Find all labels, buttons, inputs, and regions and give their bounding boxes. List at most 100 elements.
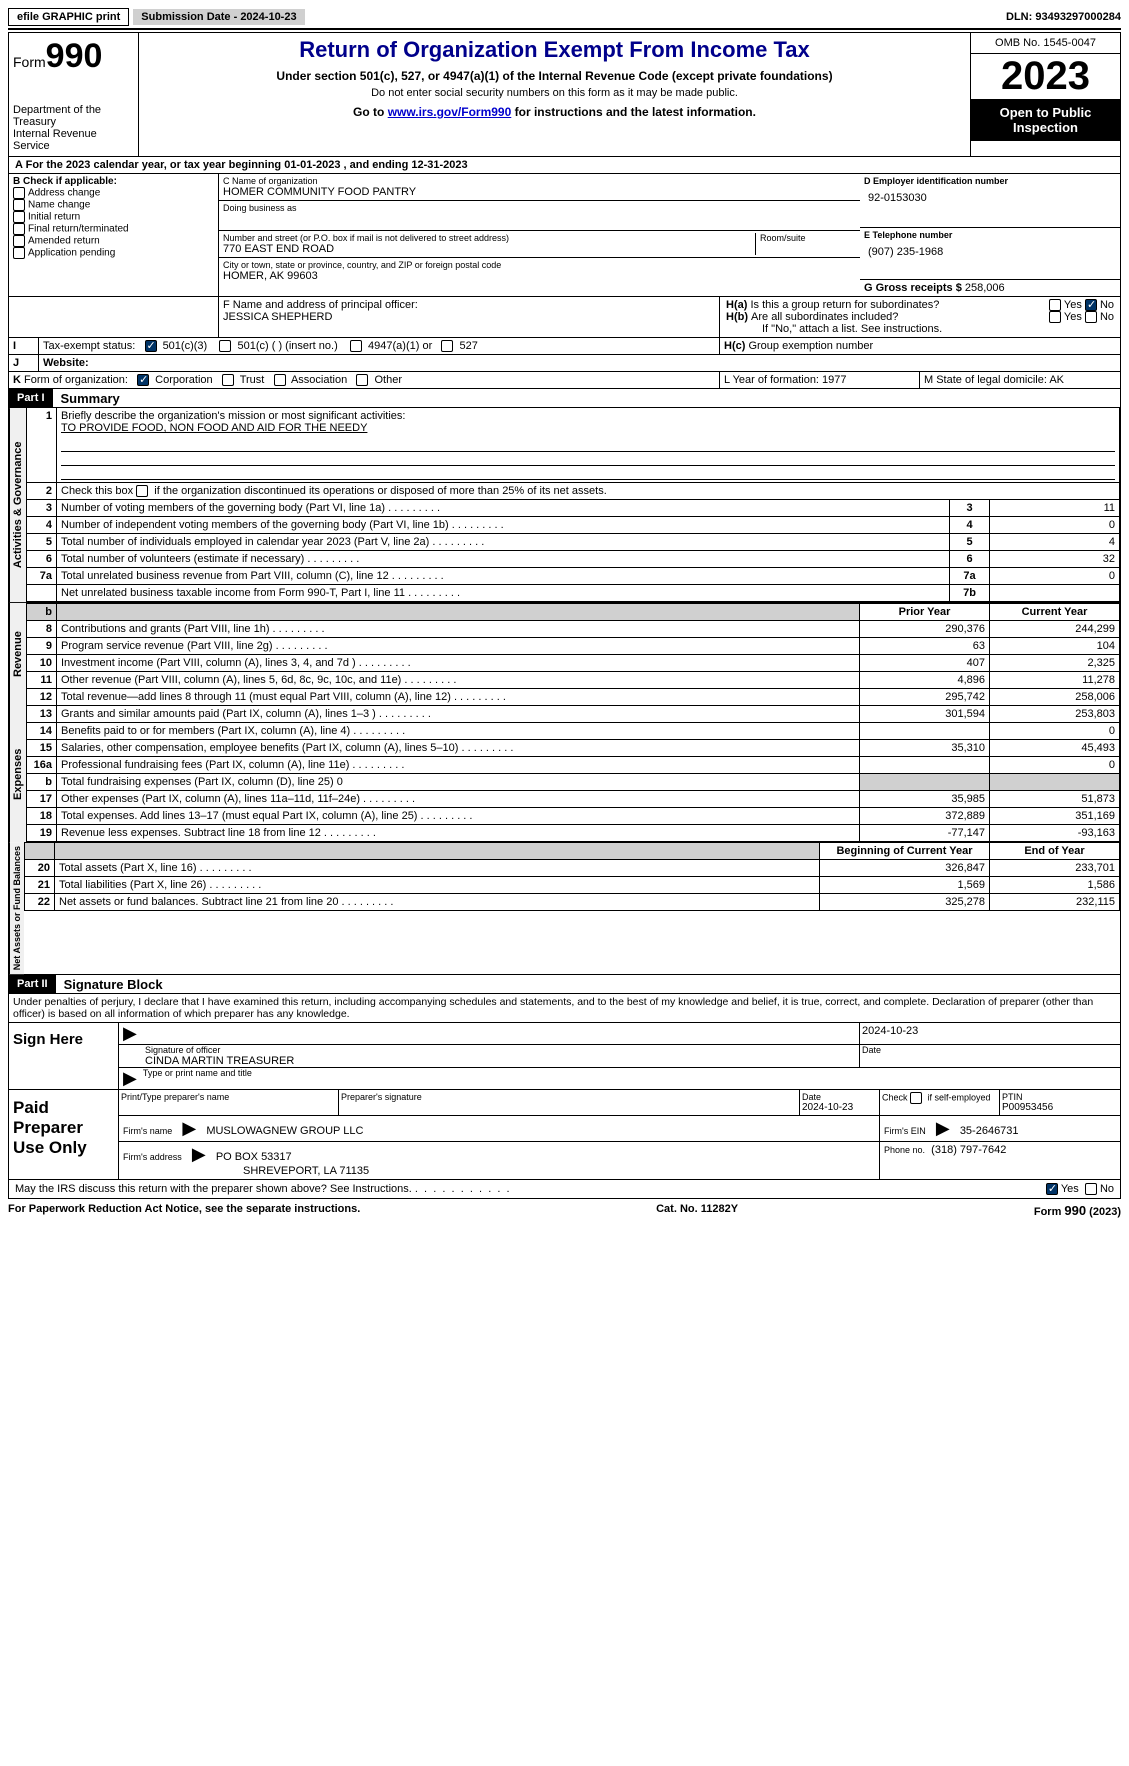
footer-left: For Paperwork Reduction Act Notice, see … <box>8 1203 360 1218</box>
irs-link[interactable]: www.irs.gov/Form990 <box>388 105 512 119</box>
ha-yes[interactable] <box>1049 299 1061 311</box>
hb-note: If "No," attach a list. See instructions… <box>726 323 1114 335</box>
open-to-public: Open to Public Inspection <box>971 99 1120 141</box>
city-state-zip: HOMER, AK 99603 <box>223 270 856 282</box>
check-527[interactable] <box>441 340 453 352</box>
form-subtitle-2: Do not enter social security numbers on … <box>147 87 962 99</box>
firm-phone-label: Phone no. <box>884 1145 925 1155</box>
section-nab: Net Assets or Fund Balances <box>9 842 24 974</box>
hb-no[interactable] <box>1085 311 1097 323</box>
footer-right: Form 990 (2023) <box>1034 1203 1121 1218</box>
tax-exempt-label: Tax-exempt status: <box>43 340 135 352</box>
firm-phone: (318) 797-7642 <box>931 1144 1006 1156</box>
arrow-icon-2: ▶ <box>119 1068 141 1089</box>
sign-here-block: Sign Here ▶ 2024-10-23 Signature of offi… <box>8 1023 1121 1090</box>
i-row: I Tax-exempt status: 501(c)(3) 501(c) ( … <box>8 338 1121 355</box>
box-de: D Employer identification number 92-0153… <box>860 174 1120 296</box>
rev-block: Revenue b Prior Year Current Year 8Contr… <box>8 603 1121 706</box>
j-row: J Website: <box>8 355 1121 372</box>
dept-treasury: Department of the Treasury <box>13 104 134 128</box>
arrow-icon-4: ▶ <box>932 1118 954 1138</box>
firm-name: MUSLOWAGNEW GROUP LLC <box>206 1125 363 1137</box>
firm-addr-label: Firm's address <box>123 1152 182 1162</box>
omb-number: OMB No. 1545-0047 <box>971 33 1120 54</box>
state-domicile: M State of legal domicile: AK <box>920 372 1120 388</box>
check-initial-return[interactable]: Initial return <box>13 211 214 223</box>
check-final-return[interactable]: Final return/terminated <box>13 223 214 235</box>
form-org-label: Form of organization: <box>24 374 128 386</box>
city-label: City or town, state or province, country… <box>223 260 856 270</box>
firm-name-label: Firm's name <box>123 1126 172 1136</box>
ha-no[interactable] <box>1085 299 1097 311</box>
firm-addr2: SHREVEPORT, LA 71135 <box>123 1165 369 1177</box>
part-2-title: Signature Block <box>56 977 163 992</box>
col-prior: Prior Year <box>860 604 990 621</box>
box-b: B Check if applicable: Address change Na… <box>9 174 219 296</box>
phone-value: (907) 235-1968 <box>864 240 1116 264</box>
efile-print-button[interactable]: efile GRAPHIC print <box>8 8 129 26</box>
officer-label: F Name and address of principal officer: <box>223 299 715 311</box>
phone-label: E Telephone number <box>864 230 1116 240</box>
gov-rows: 3Number of voting members of the governi… <box>26 500 1120 602</box>
paid-preparer-block: Paid Preparer Use Only Print/Type prepar… <box>8 1090 1121 1180</box>
year-formation: L Year of formation: 1977 <box>720 372 920 388</box>
name-label: C Name of organization <box>223 176 856 186</box>
discuss-no[interactable] <box>1085 1183 1097 1195</box>
form-header: Form990 Department of the Treasury Inter… <box>8 32 1121 157</box>
firm-addr1: PO BOX 53317 <box>216 1151 292 1163</box>
penalties-text: Under penalties of perjury, I declare th… <box>8 994 1121 1023</box>
check-501c[interactable] <box>219 340 231 352</box>
box-c: C Name of organization HOMER COMMUNITY F… <box>219 174 860 296</box>
check-4947[interactable] <box>350 340 362 352</box>
summary-gov-table: 1 Briefly describe the organization's mi… <box>26 408 1120 500</box>
sign-date: 2024-10-23 <box>860 1023 1120 1044</box>
check-501c3[interactable] <box>145 340 157 352</box>
check-discontinued[interactable] <box>136 485 148 497</box>
hb-yes[interactable] <box>1049 311 1061 323</box>
check-assoc[interactable] <box>274 374 286 386</box>
discuss-text: May the IRS discuss this return with the… <box>15 1183 412 1195</box>
arrow-icon-3: ▶ <box>178 1118 200 1138</box>
check-amended[interactable]: Amended return <box>13 235 214 247</box>
gross-receipts-label: G Gross receipts $ <box>864 282 962 294</box>
rev-rows: 8Contributions and grants (Part VIII, li… <box>26 621 1120 706</box>
hb-label: Are all subordinates included? <box>751 311 1049 323</box>
check-address-change[interactable]: Address change <box>13 187 214 199</box>
ha-label: Is this a group return for subordinates? <box>750 299 1048 311</box>
preparer-sig-label: Preparer's signature <box>339 1090 800 1115</box>
org-name: HOMER COMMUNITY FOOD PANTRY <box>223 186 856 198</box>
org-info-block: B Check if applicable: Address change Na… <box>8 174 1121 297</box>
check-other[interactable] <box>356 374 368 386</box>
check-trust[interactable] <box>222 374 234 386</box>
ein-value: 92-0153030 <box>864 186 1116 210</box>
part-1-bar: Part I Summary <box>8 389 1121 408</box>
irs-label: Internal Revenue Service <box>13 128 134 152</box>
check-name-change[interactable]: Name change <box>13 199 214 211</box>
section-rev: Revenue <box>9 603 26 706</box>
col-begin: Beginning of Current Year <box>820 843 990 860</box>
print-name-label: Print/Type preparer's name <box>119 1090 339 1115</box>
paid-preparer-label: Paid Preparer Use Only <box>9 1090 119 1179</box>
ptin-label: PTIN <box>1002 1092 1118 1102</box>
self-employed-check[interactable]: Check if self-employed <box>880 1090 1000 1115</box>
page-footer: For Paperwork Reduction Act Notice, see … <box>8 1203 1121 1218</box>
officer-name-title: CINDA MARTIN TREASURER <box>145 1055 857 1067</box>
nab-rows: 20Total assets (Part X, line 16)326,8472… <box>24 860 1120 911</box>
type-name-label: Type or print name and title <box>141 1068 1120 1089</box>
street-address: 770 EAST END ROAD <box>223 243 751 255</box>
exp-rows: 13Grants and similar amounts paid (Part … <box>26 706 1120 842</box>
klm-row: K Form of organization: Corporation Trus… <box>8 372 1121 389</box>
check-app-pending[interactable]: Application pending <box>13 247 214 259</box>
discuss-yes[interactable] <box>1046 1183 1058 1195</box>
check-corp[interactable] <box>137 374 149 386</box>
website-label: Website: <box>43 357 89 369</box>
line-a: A For the 2023 calendar year, or tax yea… <box>8 157 1121 174</box>
paid-date: 2024-10-23 <box>802 1102 877 1113</box>
hc-label: Group exemption number <box>748 340 873 352</box>
col-end: End of Year <box>990 843 1120 860</box>
form-word: Form <box>13 54 46 70</box>
part-1-label: Part I <box>9 389 53 407</box>
tax-year: 2023 <box>971 54 1120 99</box>
sig-officer-label: Signature of officer <box>145 1045 857 1055</box>
rev-header: b Prior Year Current Year <box>26 603 1120 621</box>
